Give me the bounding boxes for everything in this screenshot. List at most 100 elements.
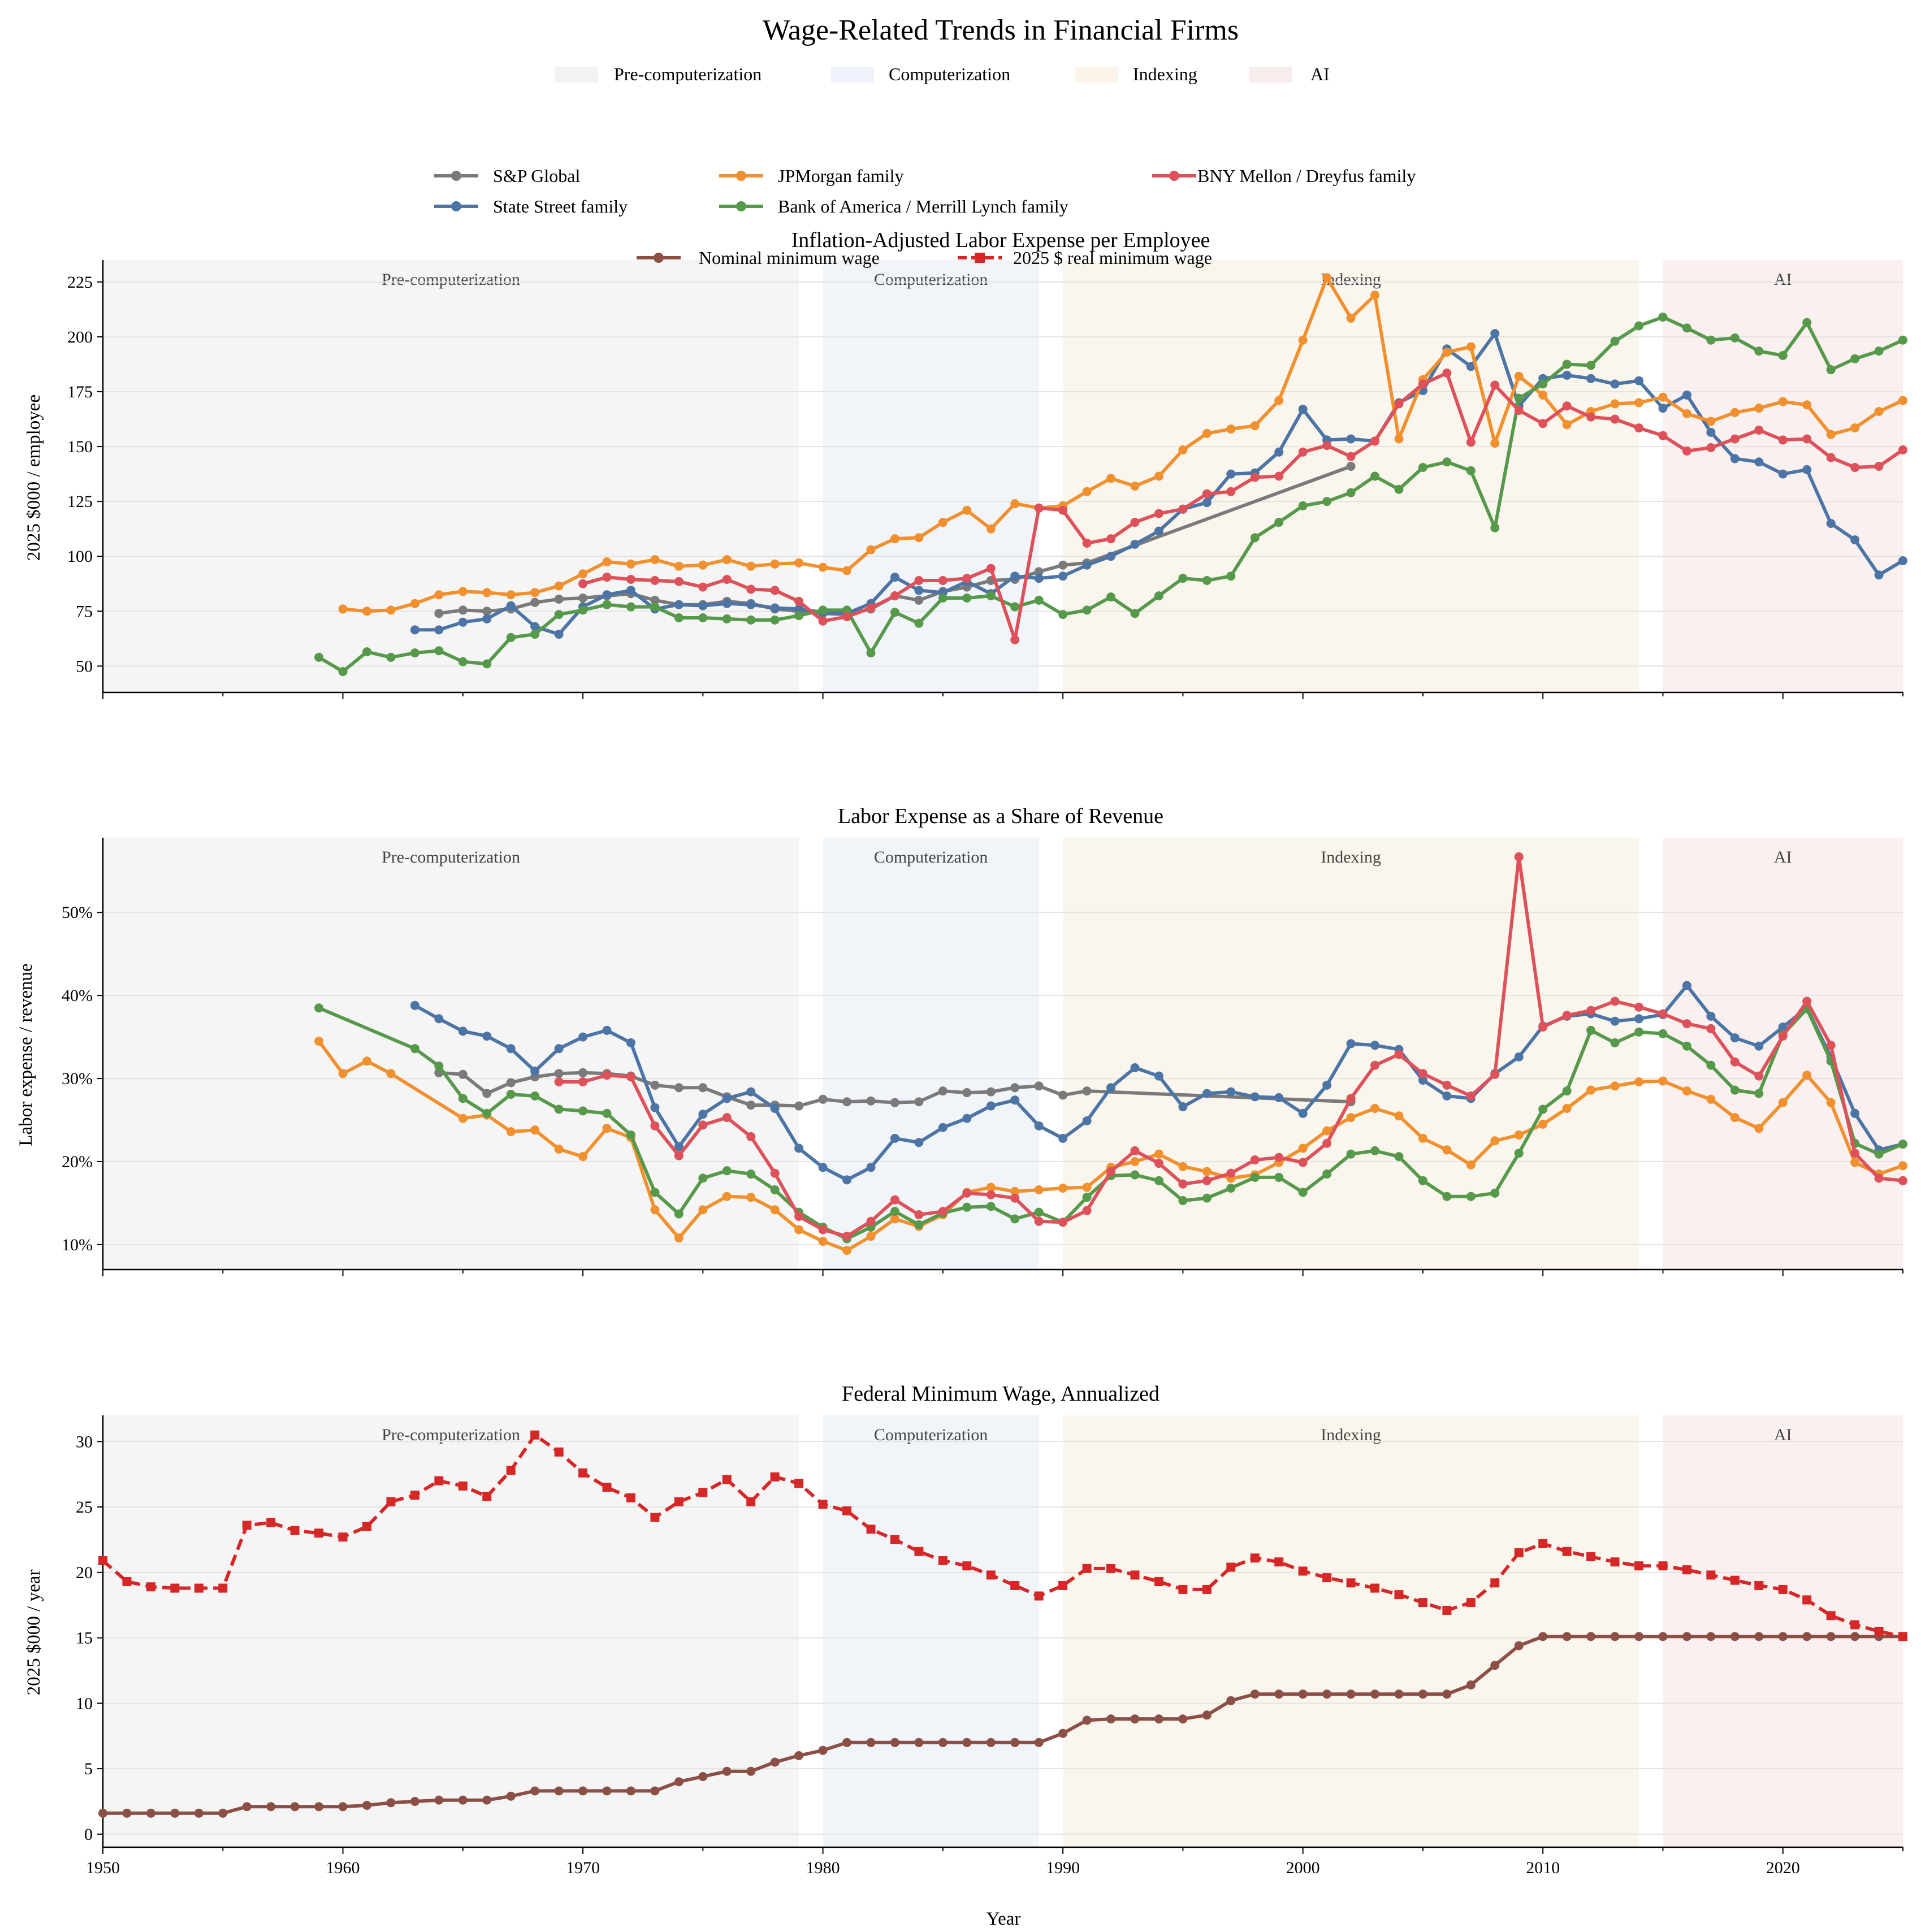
data-point	[1130, 1714, 1140, 1724]
data-point	[842, 1506, 852, 1516]
data-point	[362, 1056, 371, 1066]
data-point	[626, 1130, 635, 1140]
data-point	[1130, 1570, 1140, 1580]
data-point	[1634, 1077, 1644, 1086]
data-point	[1154, 509, 1163, 518]
data-point	[1730, 1575, 1740, 1585]
data-point	[1562, 420, 1572, 430]
data-point	[1250, 421, 1260, 431]
data-point	[938, 1738, 947, 1747]
data-point	[434, 609, 444, 618]
series-state-street-family	[410, 981, 1907, 1185]
data-point	[986, 564, 996, 573]
data-point	[1034, 567, 1044, 577]
data-point	[458, 617, 468, 627]
data-point	[674, 1777, 683, 1787]
data-point	[914, 1220, 924, 1229]
data-point	[1370, 1146, 1380, 1155]
data-point	[986, 1182, 996, 1192]
data-point	[674, 1083, 683, 1093]
data-point	[1370, 1583, 1380, 1593]
data-point	[1658, 1632, 1668, 1641]
era-band-pre-computerization	[103, 838, 799, 1270]
data-point	[530, 597, 540, 607]
data-point	[1490, 523, 1500, 532]
data-point	[1322, 1690, 1332, 1699]
data-point	[1202, 1176, 1212, 1185]
data-point	[482, 1795, 492, 1805]
data-point	[482, 588, 492, 597]
data-point	[1730, 1033, 1740, 1043]
data-point	[938, 1207, 947, 1216]
data-point	[818, 1237, 828, 1246]
data-point	[650, 1513, 660, 1522]
data-point	[722, 1475, 732, 1484]
data-point	[1610, 997, 1620, 1006]
data-point	[1874, 462, 1884, 471]
data-point	[1034, 1081, 1044, 1091]
y-tick-label: 40%	[62, 986, 93, 1005]
data-point	[170, 1808, 180, 1818]
data-point	[1130, 1146, 1140, 1155]
data-point	[938, 594, 947, 603]
data-point	[722, 614, 732, 623]
data-point	[1274, 396, 1284, 405]
legend-marker-bank-of-america	[736, 201, 746, 211]
data-point	[434, 1062, 444, 1071]
data-point	[338, 1532, 348, 1542]
data-point	[338, 1802, 348, 1812]
data-point	[1418, 1069, 1427, 1078]
data-point	[314, 1003, 324, 1013]
data-point	[674, 600, 683, 609]
data-point	[602, 1483, 612, 1492]
data-point	[1394, 1690, 1404, 1699]
data-point	[1370, 1060, 1380, 1070]
data-point	[482, 614, 492, 623]
data-point	[1586, 1006, 1596, 1015]
data-point	[1226, 1168, 1236, 1178]
data-point	[1226, 571, 1236, 581]
y-tick-label: 125	[67, 492, 93, 511]
panel-3-title: Federal Minimum Wage, Annualized	[842, 1382, 1159, 1406]
data-point	[1778, 1584, 1788, 1594]
data-point	[1778, 435, 1788, 445]
data-point	[1346, 462, 1356, 471]
data-point	[1442, 1690, 1452, 1699]
data-point	[530, 588, 540, 597]
data-point	[1202, 1193, 1212, 1203]
data-point	[1802, 434, 1812, 444]
x-tick-label: 1950	[86, 1859, 120, 1877]
data-point	[530, 622, 540, 631]
data-point	[938, 1123, 947, 1132]
data-point	[1154, 471, 1163, 481]
data-point	[1682, 1019, 1691, 1029]
data-point	[1850, 1108, 1860, 1118]
data-point	[1610, 399, 1620, 409]
data-point	[626, 1072, 635, 1082]
data-point	[1754, 1124, 1764, 1133]
y-tick-label: 75	[76, 602, 93, 621]
panels: Pre-computerization Computerization Indexi…	[62, 260, 1907, 1877]
data-point	[1538, 419, 1548, 428]
panel-3-ylabel: 2025 $000 / year	[24, 1570, 44, 1696]
data-point	[458, 657, 468, 666]
data-point	[1706, 1011, 1716, 1021]
data-point	[650, 595, 660, 605]
data-point	[1898, 1161, 1907, 1171]
data-point	[890, 573, 899, 582]
data-point	[986, 1570, 996, 1580]
data-point	[1010, 1738, 1020, 1747]
series-nominal-minimum-wage	[98, 1632, 1907, 1818]
data-point	[506, 1044, 516, 1054]
data-point	[938, 518, 947, 527]
era-legend-label-ai: AI	[1310, 64, 1330, 84]
data-point	[1754, 404, 1764, 413]
data-point	[1154, 1577, 1163, 1587]
data-point	[578, 605, 588, 615]
data-point	[218, 1583, 228, 1593]
data-point	[842, 1097, 852, 1107]
data-point	[1634, 423, 1644, 433]
data-point	[530, 1066, 540, 1076]
data-point	[1658, 1076, 1668, 1086]
